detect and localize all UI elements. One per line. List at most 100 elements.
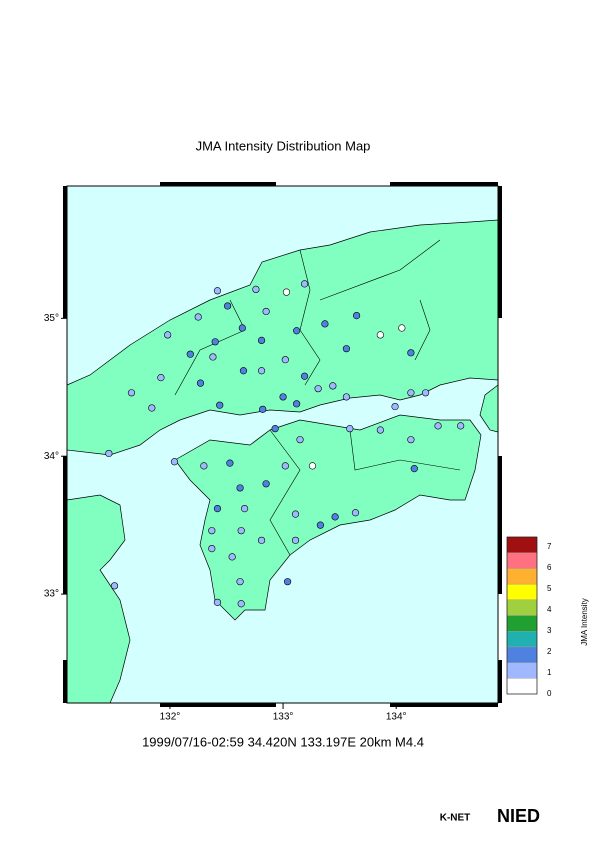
station — [238, 324, 246, 332]
station — [279, 393, 287, 401]
station — [291, 510, 300, 518]
station — [316, 521, 324, 529]
station — [110, 582, 119, 590]
station — [148, 404, 156, 412]
station — [283, 578, 292, 586]
station — [300, 372, 309, 380]
logo-nied: NIED — [497, 806, 540, 826]
station — [164, 331, 172, 339]
stations — [105, 280, 465, 608]
station — [281, 356, 289, 364]
logo-knet: K-NET — [440, 813, 471, 824]
station — [228, 553, 236, 561]
station — [259, 405, 267, 413]
station — [257, 536, 266, 544]
frame-bar — [498, 186, 502, 318]
border — [269, 429, 461, 556]
station — [196, 379, 205, 387]
station — [194, 313, 202, 321]
station — [391, 402, 399, 411]
land-honshu — [66, 219, 499, 456]
station — [342, 393, 351, 401]
map-title: JMA Intensity Distribution Map — [196, 138, 371, 153]
station — [281, 462, 289, 470]
x-tick-label: 132° — [160, 712, 181, 723]
frame-bar — [498, 660, 502, 703]
station — [262, 480, 270, 488]
station — [170, 458, 179, 466]
x-tick-label: 134° — [386, 712, 407, 723]
station — [422, 389, 430, 397]
station — [434, 422, 442, 430]
frame-bar — [390, 703, 498, 707]
legend-title: JMA Intensity — [580, 598, 589, 646]
station — [213, 505, 222, 513]
station — [241, 505, 249, 513]
legend-band — [506, 536, 538, 553]
station — [346, 425, 354, 433]
legend-label: 2 — [547, 647, 552, 656]
station — [236, 484, 244, 492]
border — [319, 239, 441, 361]
legend-label: 4 — [547, 605, 552, 614]
station — [398, 324, 406, 332]
station — [407, 436, 415, 444]
station — [237, 600, 245, 608]
frame-bar — [390, 182, 498, 186]
frame-bar — [498, 456, 502, 594]
legend-band — [506, 678, 538, 695]
station — [300, 280, 309, 288]
border — [174, 299, 246, 396]
station — [351, 509, 360, 517]
station — [213, 598, 222, 606]
station — [293, 400, 301, 408]
y-tick-label: 33° — [44, 589, 59, 600]
station — [331, 513, 339, 521]
legend-band — [506, 568, 538, 585]
station — [157, 374, 165, 382]
station — [200, 462, 208, 470]
frame-bar — [63, 456, 67, 594]
station — [211, 338, 219, 346]
frame-bar — [63, 186, 67, 318]
station — [376, 426, 384, 434]
station — [407, 349, 415, 357]
station — [329, 382, 337, 390]
station — [314, 385, 322, 393]
legend-band — [506, 583, 538, 600]
legend-band — [506, 662, 538, 679]
station — [296, 436, 304, 444]
station — [410, 465, 418, 473]
station — [237, 527, 245, 535]
station — [321, 320, 329, 328]
station — [226, 459, 234, 467]
legend-label: 1 — [547, 668, 552, 677]
station — [262, 307, 270, 316]
frame-bar — [160, 703, 276, 707]
legend-label: 6 — [547, 563, 552, 572]
x-tick-label: 133° — [273, 712, 294, 723]
station — [186, 350, 194, 358]
legend-band — [506, 615, 538, 632]
station — [282, 288, 291, 296]
station — [216, 401, 224, 409]
station — [105, 449, 113, 458]
station — [257, 367, 266, 375]
station — [208, 527, 216, 535]
frame-bar — [63, 660, 67, 703]
station — [213, 287, 222, 295]
station — [224, 302, 232, 310]
frame — [66, 185, 499, 704]
station — [209, 353, 217, 361]
station — [291, 536, 300, 544]
legend-label: 3 — [547, 626, 552, 635]
legend-label: 0 — [547, 689, 552, 698]
land-shikoku — [174, 414, 482, 621]
station — [271, 425, 279, 433]
y-tick-label: 34° — [44, 451, 59, 462]
legend-band — [506, 599, 538, 616]
y-tick-label: 35° — [44, 313, 59, 324]
station — [293, 327, 301, 335]
legend-band — [506, 552, 538, 569]
